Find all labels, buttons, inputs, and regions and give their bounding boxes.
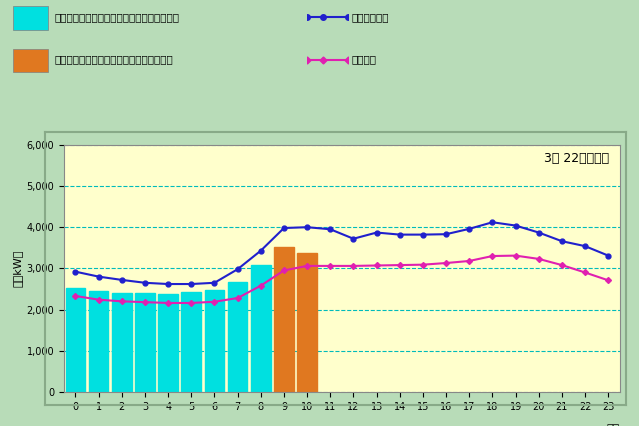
Bar	[297, 253, 317, 392]
Bar	[181, 292, 201, 392]
Text: 3月 22日の状況: 3月 22日の状況	[544, 152, 609, 165]
Bar	[112, 293, 132, 392]
Text: 前年の相当日: 前年の相当日	[351, 12, 389, 22]
Bar	[204, 290, 224, 392]
Bar	[135, 293, 155, 392]
Bar	[251, 265, 271, 392]
Y-axis label: （万kW）: （万kW）	[12, 250, 22, 287]
Bar	[66, 288, 86, 392]
Text: 前日実績: 前日実績	[351, 55, 376, 65]
Bar	[227, 282, 247, 392]
Text: 当日実績（計画停電を実施している時間）: 当日実績（計画停電を実施している時間）	[54, 55, 173, 65]
Bar	[158, 294, 178, 392]
Bar	[274, 248, 294, 392]
Bar	[89, 291, 109, 392]
Text: 時台: 時台	[606, 424, 620, 426]
Text: 当日実績（計画停電を実施していない時間）: 当日実績（計画停電を実施していない時間）	[54, 12, 180, 22]
